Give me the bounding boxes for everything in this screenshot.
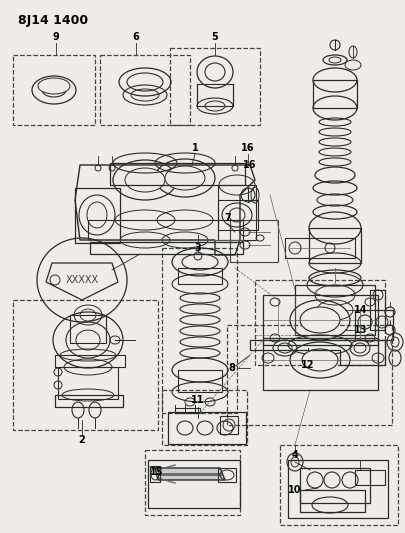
Text: 12: 12 — [301, 360, 315, 370]
Bar — [178, 268, 222, 284]
Bar — [13, 55, 95, 125]
Bar — [90, 242, 243, 254]
Bar — [100, 55, 190, 125]
Polygon shape — [155, 468, 225, 480]
Bar — [218, 200, 258, 230]
Bar — [145, 450, 240, 515]
Bar — [230, 220, 278, 262]
Bar — [255, 280, 385, 365]
Bar — [150, 466, 160, 482]
Text: 16: 16 — [241, 143, 255, 153]
Bar — [55, 355, 125, 367]
Bar — [300, 490, 365, 512]
Bar — [263, 338, 378, 390]
Bar — [370, 290, 385, 330]
Ellipse shape — [302, 349, 338, 371]
Bar — [148, 460, 240, 508]
Bar — [313, 80, 357, 108]
Bar — [263, 295, 378, 345]
Bar — [55, 395, 123, 407]
Bar — [178, 370, 222, 392]
Bar — [197, 84, 233, 106]
Bar — [355, 470, 385, 485]
Text: 11: 11 — [191, 395, 205, 405]
Text: 6: 6 — [132, 32, 139, 42]
Bar — [88, 220, 243, 240]
Bar — [309, 228, 361, 263]
Text: 8: 8 — [228, 363, 235, 373]
Bar — [110, 163, 245, 185]
Text: 1: 1 — [192, 143, 198, 153]
Text: 16: 16 — [243, 160, 257, 170]
Ellipse shape — [165, 166, 205, 190]
Bar — [162, 248, 237, 413]
Text: 5: 5 — [212, 32, 218, 42]
Text: 2: 2 — [79, 435, 85, 445]
Ellipse shape — [125, 168, 165, 192]
Text: 15: 15 — [150, 467, 164, 477]
Text: 4: 4 — [292, 450, 298, 460]
Bar — [218, 185, 256, 240]
Bar — [170, 48, 260, 125]
Text: 14: 14 — [354, 305, 368, 315]
Ellipse shape — [38, 78, 70, 94]
Bar — [162, 390, 247, 445]
Bar — [70, 315, 106, 343]
Text: 8J14 1400: 8J14 1400 — [18, 14, 88, 27]
Bar — [280, 445, 398, 525]
Bar — [355, 310, 393, 340]
Ellipse shape — [300, 307, 340, 333]
Bar — [218, 468, 236, 482]
Text: XXXXX: XXXXX — [66, 275, 98, 285]
Bar — [300, 468, 370, 503]
Bar — [58, 367, 118, 399]
Text: 7: 7 — [225, 213, 231, 223]
Text: 3: 3 — [195, 243, 201, 253]
Bar — [168, 412, 246, 444]
Bar — [175, 408, 200, 413]
Text: 9: 9 — [53, 32, 60, 42]
Text: 10: 10 — [288, 485, 302, 495]
Bar — [75, 188, 120, 243]
Bar — [227, 325, 392, 425]
Bar — [288, 460, 388, 518]
Bar — [295, 285, 375, 335]
Bar — [13, 300, 158, 430]
Text: 13: 13 — [354, 325, 368, 335]
Bar — [220, 416, 238, 434]
